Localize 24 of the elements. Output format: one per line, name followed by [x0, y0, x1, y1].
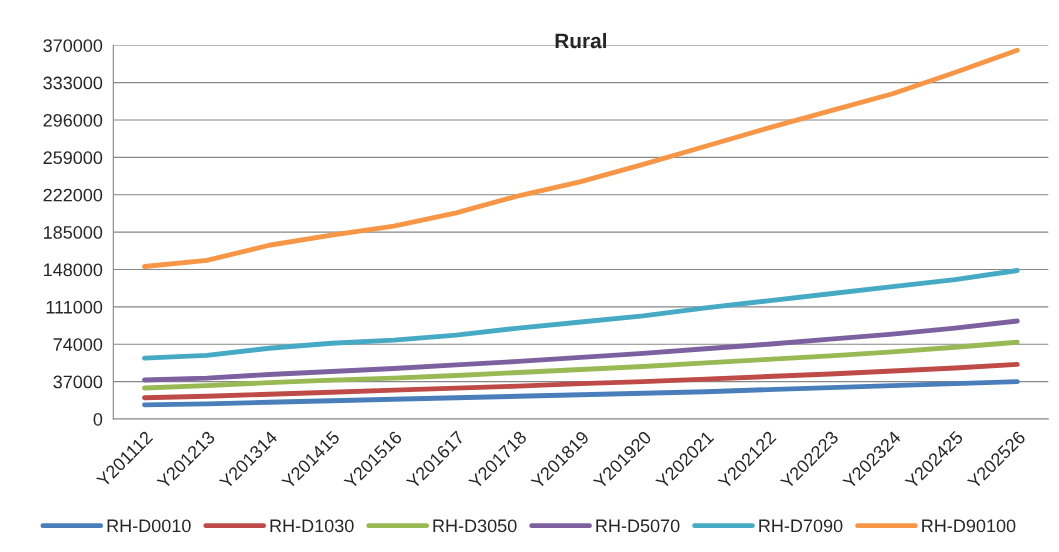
- y-tick-label: 37000: [53, 375, 103, 389]
- y-tick-label: 222000: [43, 188, 103, 202]
- y-tick-label: 370000: [43, 39, 103, 52]
- legend-label: RH-D5070: [596, 519, 680, 533]
- chart-title: Rural: [555, 32, 607, 49]
- y-tick-label: 0: [93, 412, 103, 426]
- legend-label: RH-D3050: [433, 519, 517, 533]
- y-tick-label: 259000: [43, 151, 103, 165]
- line-series: [142, 379, 1020, 408]
- y-tick-label: 74000: [53, 338, 103, 351]
- y-tick-label: 185000: [44, 226, 103, 239]
- legend-label: RH-D0010: [107, 519, 191, 533]
- line-series: [142, 268, 1020, 361]
- line-series: [142, 47, 1020, 269]
- y-tick-label: 148000: [44, 263, 103, 277]
- y-tick-label: 111000: [46, 300, 103, 314]
- legend-label: RH-D90100: [922, 519, 1016, 533]
- legend-label: RH-D7090: [759, 519, 843, 533]
- line-series: [142, 339, 1020, 391]
- line-series: [142, 362, 1020, 401]
- legend-label: RH-D1030: [270, 519, 354, 533]
- y-tick-label: 296000: [43, 113, 103, 127]
- y-tick-label: 333000: [43, 76, 103, 90]
- line-series: [142, 318, 1020, 383]
